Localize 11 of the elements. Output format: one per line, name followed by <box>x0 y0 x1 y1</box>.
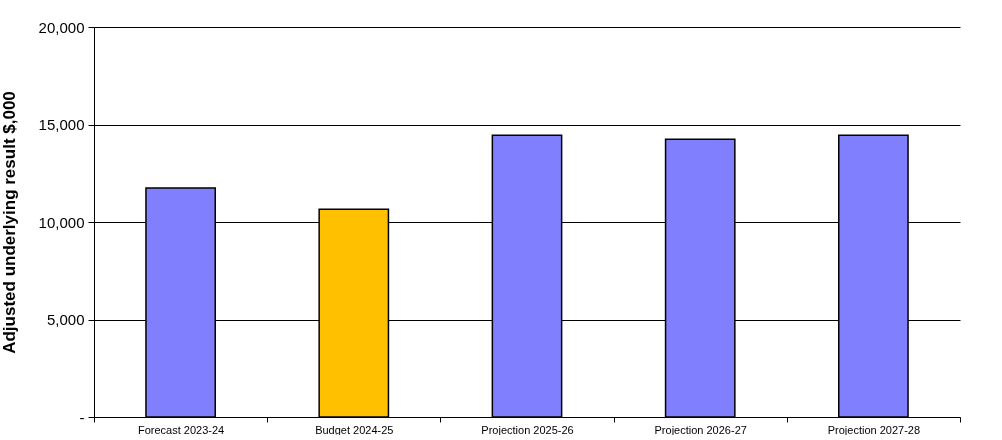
x-tick-label: Forecast 2023-24 <box>137 423 225 436</box>
x-tick-label: Projection 2027-28 <box>827 423 921 436</box>
y-tick-label: 20,000 <box>38 18 85 36</box>
y-tick-label: 10,000 <box>38 213 85 231</box>
x-tick-label: Projection 2026-27 <box>654 423 747 436</box>
y-tick-label: - <box>79 408 85 426</box>
y-tick-label: 15,000 <box>38 116 85 133</box>
x-tick-label: Budget 2024-25 <box>315 423 394 436</box>
x-tick-label: Projection 2025-26 <box>481 423 574 436</box>
y-axis-title: Adjusted underlying result $,000 <box>0 91 19 354</box>
y-tick-label: 5,000 <box>46 311 85 328</box>
